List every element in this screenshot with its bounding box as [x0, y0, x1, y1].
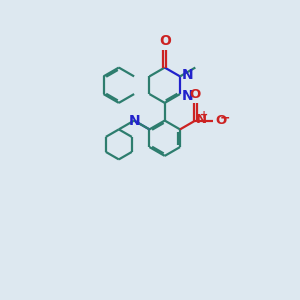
Text: N: N: [182, 88, 193, 103]
Text: O: O: [215, 114, 226, 127]
Text: O: O: [190, 88, 201, 101]
Text: +: +: [200, 110, 208, 120]
Text: O: O: [159, 34, 171, 48]
Text: N: N: [196, 113, 207, 126]
Text: N: N: [128, 114, 140, 128]
Text: −: −: [220, 111, 231, 124]
Text: N: N: [182, 68, 193, 82]
